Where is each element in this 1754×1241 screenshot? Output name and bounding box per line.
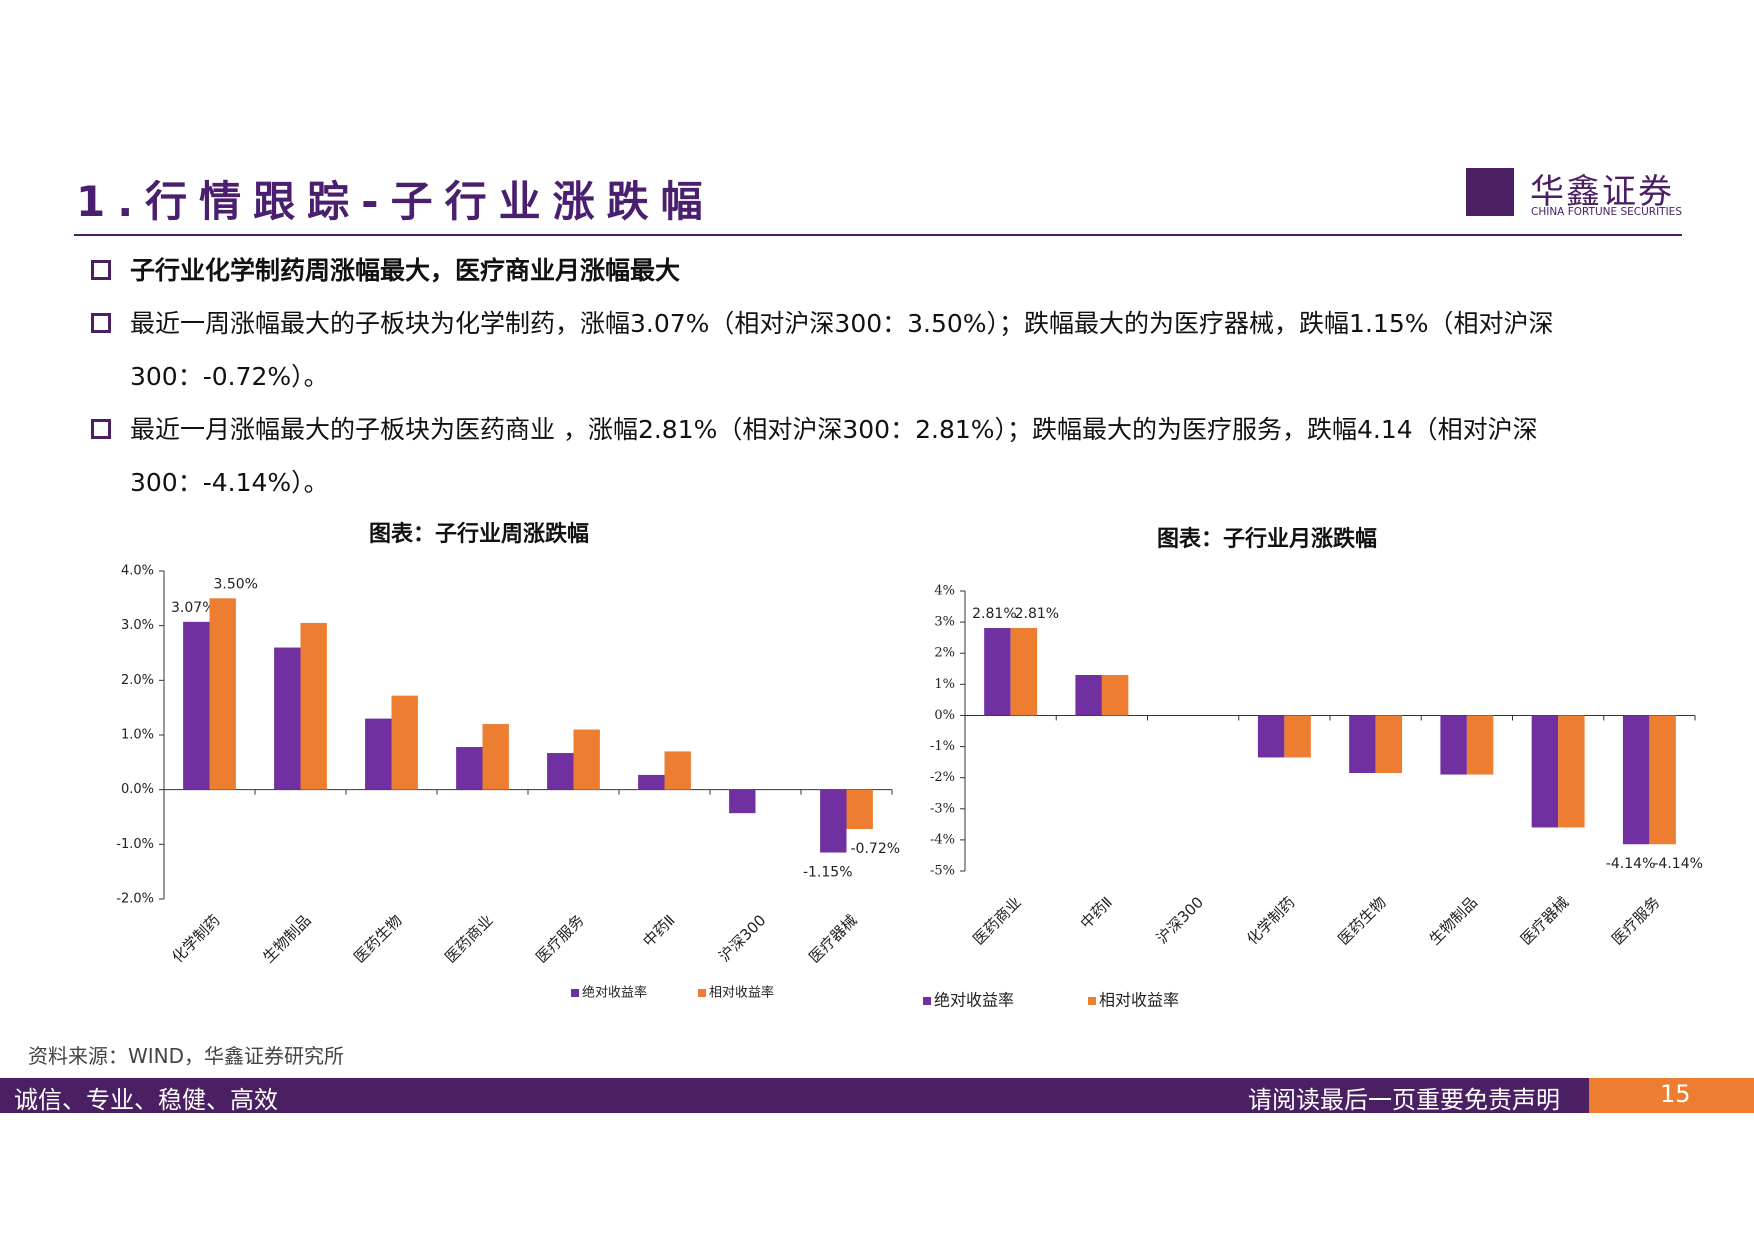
bar [664,751,691,790]
y-tick-label: 1.0% [121,728,154,743]
bar [1440,715,1467,775]
bar [1075,675,1102,716]
y-tick-label: -2.0% [116,892,154,907]
footer-disclaimer: 请阅读最后一页重要免责声明 [1248,1086,1560,1114]
chart-title: 图表：子行业月涨跌幅 [1157,526,1377,552]
bar [1284,715,1311,758]
x-tick-label: 生物制品 [259,911,314,966]
slide-title: 1.行情跟踪-子行业涨跌幅 [76,177,715,226]
bar [573,729,600,790]
legend-label: 绝对收益率 [934,991,1014,1010]
x-tick-label: 医疗服务 [1608,893,1663,948]
value-label: 3.50% [214,576,258,592]
legend-swatch [1088,997,1096,1005]
page-number: 15 [1660,1080,1691,1108]
x-tick-label: 医药生物 [1334,893,1389,948]
x-tick-label: 中药Ⅱ [1077,893,1116,932]
x-tick-label: 医疗服务 [532,911,587,966]
bullet-text: 子行业化学制药周涨幅最大，医疗商业月涨幅最大 [130,256,681,285]
bar [300,622,327,790]
footer-slogan: 诚信、专业、稳健、高效 [14,1086,278,1114]
bar [482,724,509,790]
bar [456,747,483,790]
value-label: 3.07% [171,600,215,616]
value-label: -1.15% [803,865,853,881]
x-tick-label: 医疗器械 [805,911,860,966]
logo-icon [1466,168,1514,216]
bar [1257,715,1285,758]
logo-name: 华鑫证券 [1530,172,1674,212]
footer-bar [0,1078,1754,1113]
bullet: 最近一月涨幅最大的子板块为医药商业 ，涨幅2.81%（相对沪深300：2.81%… [88,403,1688,509]
y-tick-label: -1% [930,739,955,754]
footer-accent [1589,1078,1754,1113]
bar [1622,715,1650,845]
bar [274,647,301,790]
x-tick-label: 医疗器械 [1517,893,1572,948]
value-label: -0.72% [851,841,901,857]
legend-swatch [698,989,706,997]
x-tick-label: 医药商业 [441,911,496,966]
bar [1531,715,1559,828]
y-tick-label: 2% [934,646,955,661]
source-note: 资料来源：WIND，华鑫证券研究所 [28,1044,345,1068]
y-tick-label: -4% [930,832,955,847]
value-label: -4.14% [1606,856,1656,872]
y-tick-label: 2.0% [121,673,154,688]
x-tick-label: 化学制药 [1243,893,1298,948]
bar [209,598,236,790]
bar [183,621,210,790]
x-tick-label: 沪深300 [1153,893,1207,947]
value-label: 2.81% [972,606,1016,622]
bar [729,789,756,814]
bar [638,774,665,790]
bar [365,718,392,790]
y-tick-label: 0.0% [121,782,154,797]
legend-swatch [923,997,931,1005]
legend-label: 绝对收益率 [582,985,647,1001]
y-tick-label: 4.0% [121,564,154,579]
legend-label: 相对收益率 [1099,991,1179,1010]
y-tick-label: -5% [930,864,955,879]
y-tick-label: 3% [934,615,955,630]
bullet: 最近一周涨幅最大的子板块为化学制药，涨幅3.07%（相对沪深300：3.50%）… [88,297,1688,403]
bar [846,789,873,830]
bar [1649,715,1676,845]
bar [820,789,847,853]
y-tick-label: 1% [934,677,955,692]
bullet: 子行业化学制药周涨幅最大，医疗商业月涨幅最大 [88,244,1688,297]
bar [984,628,1011,716]
x-tick-label: 化学制药 [168,911,223,966]
value-label: 2.81% [1015,606,1059,622]
y-tick-label: -1.0% [116,837,154,852]
chart-title: 图表：子行业周涨跌幅 [369,521,589,547]
x-tick-label: 中药Ⅱ [639,911,678,950]
y-tick-label: 0% [934,708,955,723]
x-tick-label: 沪深300 [715,911,769,965]
bullet-text: 最近一周涨幅最大的子板块为化学制药，涨幅3.07%（相对沪深300：3.50%）… [130,309,1554,391]
bar [1101,675,1129,716]
bar [1010,628,1038,716]
bar [547,753,574,790]
y-tick-label: -3% [930,801,955,816]
bar [1375,715,1403,773]
legend-swatch [571,989,579,997]
bar [1558,715,1585,828]
legend-label: 相对收益率 [709,985,774,1001]
bar [1349,715,1376,773]
value-label: -4.14% [1653,856,1703,872]
y-tick-label: -2% [930,770,955,785]
bar [1466,715,1494,775]
divider [74,234,1682,236]
logo-subtitle: CHINA FORTUNE SECURITIES [1531,206,1682,218]
y-tick-label: 4% [934,584,955,599]
x-tick-label: 生物制品 [1426,893,1481,948]
x-tick-label: 医药商业 [969,893,1024,948]
bullet-text: 最近一月涨幅最大的子板块为医药商业 ，涨幅2.81%（相对沪深300：2.81%… [130,415,1538,497]
x-tick-label: 医药生物 [350,911,405,966]
bar [391,695,418,790]
y-tick-label: 3.0% [121,618,154,633]
